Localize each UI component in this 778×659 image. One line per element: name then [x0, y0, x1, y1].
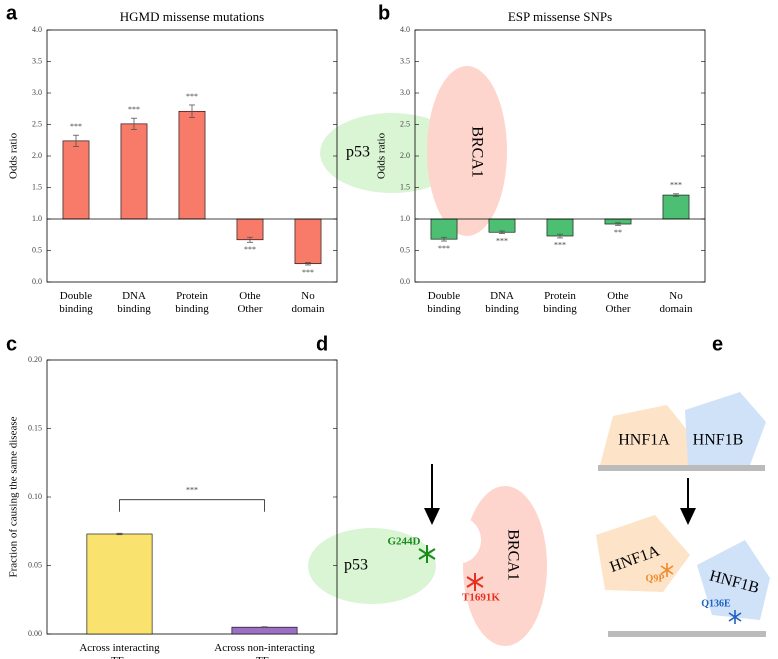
protein-label: HNF1B — [693, 432, 744, 449]
significance-label: *** — [128, 105, 140, 114]
y-axis-label: Odds ratio — [376, 132, 388, 179]
diagram-d: p53 BRCA1 p53 BRCA1 G244D T1691K — [308, 66, 547, 646]
protein-shape — [685, 392, 766, 465]
mutation-marker — [660, 563, 674, 577]
diagram-e: HNF1A HNF1B HNF1A HNF1B Q9P Q136E — [596, 392, 770, 637]
dna-bar — [598, 465, 765, 471]
protein-label: BRCA1 — [504, 529, 521, 581]
mutation-label: G244D — [388, 536, 421, 548]
binding-notch — [433, 516, 481, 564]
x-tick-label: Double binding — [59, 290, 93, 315]
y-tick-label: 2.0 — [400, 151, 410, 160]
mutation-marker — [418, 545, 436, 563]
bar — [231, 626, 298, 635]
panel-letter: d — [316, 333, 328, 355]
protein-shape — [600, 405, 695, 465]
protein-label: p53 — [344, 557, 368, 574]
protein-shape — [308, 528, 436, 604]
dna-bar — [608, 631, 766, 637]
significance-label: *** — [244, 245, 256, 254]
y-tick-label: 1.0 — [32, 214, 42, 223]
panel-letter: e — [712, 333, 723, 355]
significance-label: *** — [302, 268, 314, 277]
mutation-marker — [466, 573, 484, 591]
y-tick-label: 0.5 — [400, 245, 410, 254]
x-tick-label: Double binding — [427, 290, 461, 315]
y-tick-label: 1.5 — [32, 182, 42, 191]
x-tick-label: No domain — [292, 290, 325, 315]
significance-label: *** — [670, 181, 682, 190]
bar — [662, 194, 690, 220]
y-tick-label: 4.0 — [400, 25, 410, 34]
x-tick-label: DNA binding — [117, 290, 151, 315]
bar — [294, 218, 322, 265]
significance-label: *** — [554, 241, 566, 250]
chart-title: ESP missense SNPs — [508, 9, 612, 24]
y-tick-label: 3.0 — [32, 88, 42, 97]
bar — [430, 218, 458, 240]
y-tick-label: 4.0 — [32, 25, 42, 34]
x-tick-label: Othe Other — [605, 290, 630, 315]
significance-bracket — [119, 499, 265, 512]
y-tick-label: 1.0 — [400, 214, 410, 223]
panel-letter: c — [6, 333, 17, 355]
x-tick-label: Protein binding — [175, 290, 209, 315]
y-tick-label: 0.05 — [28, 560, 42, 569]
mutation-label: Q9P — [646, 573, 665, 584]
protein-label: p53 — [346, 144, 370, 161]
protein-shape — [697, 540, 770, 620]
y-tick-label: 2.5 — [400, 119, 410, 128]
y-tick-label: 0.00 — [28, 629, 42, 638]
protein-label: HNF1A — [618, 432, 670, 449]
panel-letter: a — [6, 2, 18, 24]
x-tick-label: Across interactingTFs — [79, 642, 160, 659]
significance-label: *** — [438, 244, 450, 253]
mutation-label: T1691K — [462, 592, 500, 604]
x-tick-label: Across non-interactingTFs — [214, 642, 315, 659]
arrow-head — [680, 508, 696, 525]
protein-shape — [427, 66, 507, 236]
bar — [546, 218, 574, 237]
x-tick-label: Protein binding — [543, 290, 577, 315]
x-tick-label: Othe Other — [237, 290, 262, 315]
x-tick-label: No domain — [660, 290, 693, 315]
chart-title: HGMD missense mutations — [120, 9, 264, 24]
protein-label: BRCA1 — [468, 126, 485, 178]
mutation-label: Q136E — [701, 598, 731, 609]
panel-letter: b — [378, 2, 390, 24]
bar — [488, 218, 516, 233]
y-tick-label: 0.0 — [400, 277, 410, 286]
y-tick-label: 0.10 — [28, 492, 42, 501]
bar — [120, 123, 148, 220]
significance-label: *** — [186, 486, 198, 495]
significance-label: *** — [70, 122, 82, 131]
y-axis-label: Odds ratio — [8, 132, 20, 179]
y-tick-label: 3.5 — [32, 56, 42, 65]
y-tick-label: 3.0 — [400, 88, 410, 97]
protein-shape — [463, 486, 547, 646]
mutation-marker — [728, 610, 742, 624]
y-axis-label: Fraction of causing the same disease — [8, 416, 20, 577]
bar — [86, 533, 153, 635]
y-tick-label: 1.5 — [400, 182, 410, 191]
y-tick-label: 3.5 — [400, 56, 410, 65]
bar — [62, 140, 90, 220]
y-tick-label: 2.5 — [32, 119, 42, 128]
y-tick-label: 0.20 — [28, 355, 42, 364]
bar — [178, 110, 206, 220]
significance-label: *** — [496, 236, 508, 245]
bar — [236, 218, 264, 241]
y-tick-label: 0.5 — [32, 245, 42, 254]
significance-label: ** — [614, 228, 622, 237]
y-tick-label: 0.0 — [32, 277, 42, 286]
y-tick-label: 0.15 — [28, 423, 42, 432]
arrow-head — [424, 508, 440, 525]
y-tick-label: 2.0 — [32, 151, 42, 160]
significance-label: *** — [186, 92, 198, 101]
x-tick-label: DNA binding — [485, 290, 519, 315]
